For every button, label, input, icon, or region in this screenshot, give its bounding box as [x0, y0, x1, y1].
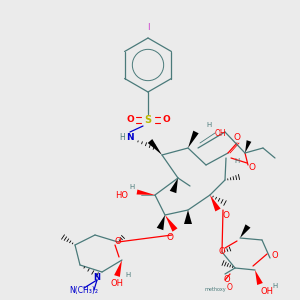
Polygon shape: [240, 224, 250, 238]
Text: N: N: [126, 134, 134, 142]
Polygon shape: [165, 215, 178, 232]
Polygon shape: [184, 210, 192, 224]
Text: HO: HO: [115, 191, 128, 200]
Polygon shape: [136, 190, 155, 195]
Text: H: H: [234, 158, 240, 164]
Text: O: O: [167, 233, 173, 242]
Text: I: I: [147, 23, 149, 32]
Text: OH: OH: [260, 287, 274, 296]
Text: O: O: [248, 164, 256, 172]
Text: O: O: [223, 211, 230, 220]
Text: H: H: [272, 283, 278, 289]
Text: N(CH₃)₂: N(CH₃)₂: [70, 286, 98, 295]
Text: N: N: [94, 274, 100, 283]
Text: O: O: [219, 248, 225, 256]
Text: H: H: [206, 122, 211, 128]
Text: OH: OH: [215, 128, 226, 137]
Polygon shape: [210, 195, 220, 211]
Polygon shape: [188, 131, 199, 148]
Text: O: O: [224, 275, 230, 284]
Text: H: H: [119, 134, 125, 142]
Text: O: O: [272, 251, 278, 260]
Text: OH: OH: [110, 280, 124, 289]
Text: O: O: [227, 284, 233, 292]
Polygon shape: [255, 270, 263, 285]
Text: S: S: [144, 115, 152, 125]
Polygon shape: [245, 140, 251, 153]
Text: O: O: [233, 134, 241, 142]
Polygon shape: [148, 139, 162, 155]
Polygon shape: [170, 178, 178, 193]
Text: O: O: [162, 116, 170, 124]
Text: O: O: [126, 116, 134, 124]
Text: H: H: [130, 184, 135, 190]
Text: methoxy: methoxy: [204, 287, 226, 292]
Polygon shape: [114, 260, 122, 277]
Polygon shape: [157, 215, 165, 230]
Text: H: H: [125, 272, 130, 278]
Text: O: O: [115, 238, 121, 247]
